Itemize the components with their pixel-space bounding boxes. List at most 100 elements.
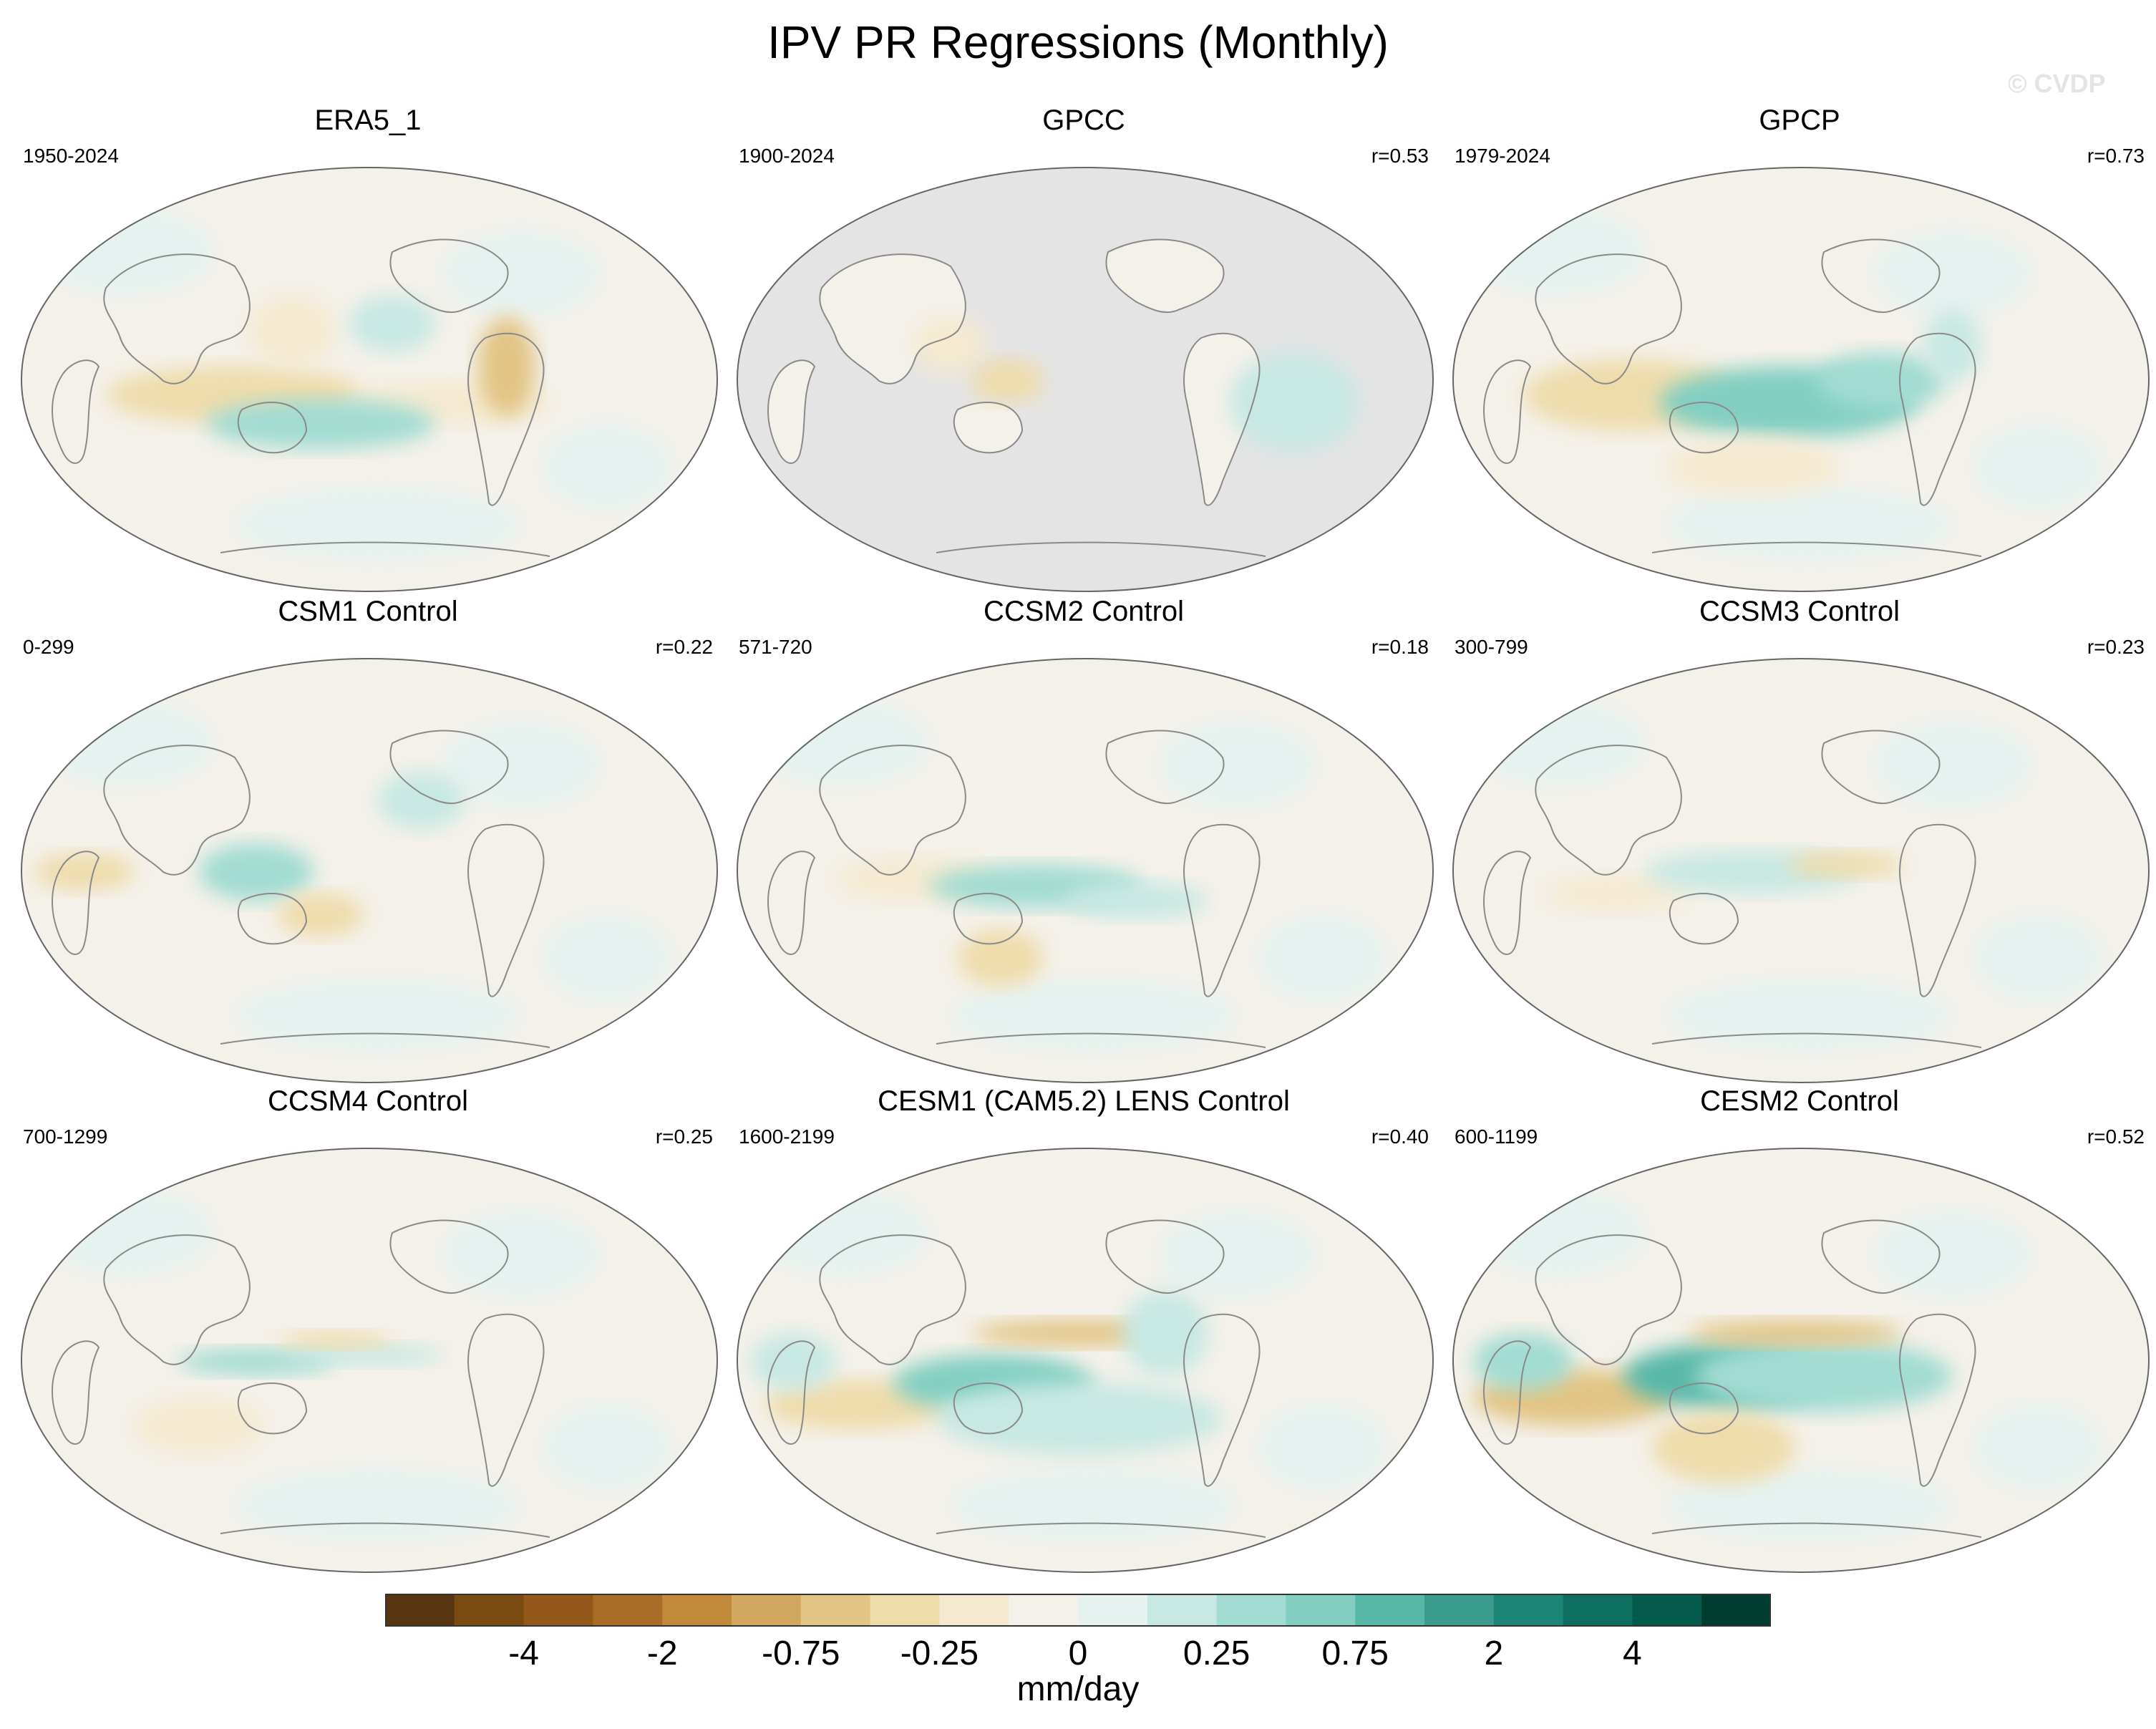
map-border xyxy=(1452,167,2150,592)
coastline xyxy=(953,1382,1024,1435)
anomaly-field xyxy=(42,209,213,295)
anomaly-field xyxy=(1874,722,2031,808)
coastline xyxy=(767,359,816,464)
coastline xyxy=(1183,1313,1261,1487)
land-mask xyxy=(768,360,815,463)
colorbar-cell xyxy=(1147,1594,1218,1627)
coastline xyxy=(237,402,308,454)
panel-period: 600-1199 xyxy=(1455,1125,1538,1148)
coastline xyxy=(467,1313,545,1487)
colorbar-tick-label: -0.75 xyxy=(762,1634,840,1672)
coastline xyxy=(936,541,1266,557)
anomaly-field xyxy=(199,843,314,901)
anomaly-field xyxy=(349,295,435,352)
coastline xyxy=(1651,541,1982,557)
anomaly-field xyxy=(1065,883,1208,919)
coastline xyxy=(389,1219,509,1294)
anomaly-field xyxy=(1817,352,1946,410)
map-panel: CSM1 Control 0-299 r=0.22 xyxy=(10,591,726,1084)
map-panel: CESM2 Control 600-1199 r=0.52 xyxy=(1442,1081,2156,1574)
coastline xyxy=(1899,823,1976,997)
coastline xyxy=(819,253,966,384)
map-panel: CCSM2 Control 571-720 r=0.18 xyxy=(726,591,1442,1084)
global-map xyxy=(1452,658,2150,1083)
coastline xyxy=(1821,730,1941,805)
anomaly-field xyxy=(1473,1190,1645,1276)
colorbar-cell xyxy=(454,1594,525,1627)
coastline xyxy=(1651,1032,1982,1048)
panel-correlation: r=0.40 xyxy=(1371,1125,1429,1148)
anomaly-field xyxy=(972,359,1044,402)
coastline xyxy=(103,253,251,384)
coastline xyxy=(220,1522,550,1538)
land-mask xyxy=(1106,239,1224,313)
colorbar-cell xyxy=(1493,1594,1564,1627)
coastline xyxy=(1899,332,1976,506)
anomaly-field xyxy=(278,893,364,936)
colorbar-cell xyxy=(1009,1594,1079,1627)
anomaly-field xyxy=(958,929,1044,987)
panel-title: GPCC xyxy=(1042,105,1125,136)
colorbar-tick-label: 4 xyxy=(1623,1634,1642,1672)
coastline xyxy=(1535,1234,1682,1365)
coastline xyxy=(467,332,545,506)
colorbar-cell xyxy=(1216,1594,1286,1627)
anomaly-field xyxy=(1924,309,1981,381)
anomaly-field xyxy=(1545,876,1688,911)
map-border xyxy=(21,1148,718,1573)
panel-title: GPCP xyxy=(1759,105,1840,136)
coastline xyxy=(936,1522,1266,1538)
coastline xyxy=(52,851,100,955)
colorbar-tick-label: -4 xyxy=(508,1634,539,1672)
cvdp-watermark: © CVDP xyxy=(2008,69,2106,98)
anomaly-field xyxy=(206,399,435,449)
map-border xyxy=(737,167,1434,592)
coastline xyxy=(389,238,509,314)
anomaly-field xyxy=(1974,915,2103,1001)
anomaly-field xyxy=(42,1190,213,1276)
panel-period: 700-1299 xyxy=(23,1125,108,1148)
colorbar-cell xyxy=(1286,1594,1356,1627)
coastline xyxy=(52,359,100,464)
colorbar-cell xyxy=(523,1594,593,1627)
coastline xyxy=(237,893,308,945)
anomaly-field xyxy=(757,1190,929,1276)
map-border xyxy=(21,658,718,1083)
colorbar-cell xyxy=(1563,1594,1633,1627)
coastline xyxy=(220,1032,550,1048)
panel-correlation: r=0.22 xyxy=(655,636,713,658)
coastline xyxy=(767,851,816,955)
colorbar-cell xyxy=(1078,1594,1148,1627)
colorbar-frame xyxy=(385,1594,1771,1627)
panel-period: 1979-2024 xyxy=(1455,145,1550,167)
coastline xyxy=(52,1340,100,1445)
anomaly-field xyxy=(378,772,464,829)
anomaly-field xyxy=(1230,352,1359,452)
coastline xyxy=(1105,1219,1225,1294)
panel-period: 1900-2024 xyxy=(739,145,835,167)
anomaly-field xyxy=(951,1469,1237,1541)
figure-title: IPV PR Regressions (Monthly) xyxy=(767,16,1389,68)
anomaly-field xyxy=(936,1383,1223,1455)
colorbar-tick-label: 2 xyxy=(1484,1634,1504,1672)
colorbar-cell xyxy=(870,1594,940,1627)
map-border xyxy=(1452,658,2150,1083)
global-map xyxy=(21,1148,718,1573)
panel-period: 1600-2199 xyxy=(739,1125,835,1148)
panel-correlation: r=0.52 xyxy=(2087,1125,2145,1148)
map-border xyxy=(21,167,718,592)
coastline xyxy=(1183,332,1261,506)
panel-correlation: r=0.73 xyxy=(2087,145,2145,167)
coastline xyxy=(1669,402,1739,454)
panel-title: ERA5_1 xyxy=(314,105,422,136)
land-mask xyxy=(953,402,1022,453)
colorbar-cell xyxy=(939,1594,1009,1627)
global-map xyxy=(737,167,1434,592)
panel-title: CESM2 Control xyxy=(1700,1085,1899,1117)
coastline xyxy=(1669,893,1739,945)
anomaly-field xyxy=(1258,1405,1387,1491)
global-map xyxy=(737,658,1434,1083)
anomaly-field xyxy=(543,1405,671,1491)
coastline xyxy=(1535,253,1682,384)
coastline xyxy=(1669,1382,1739,1435)
